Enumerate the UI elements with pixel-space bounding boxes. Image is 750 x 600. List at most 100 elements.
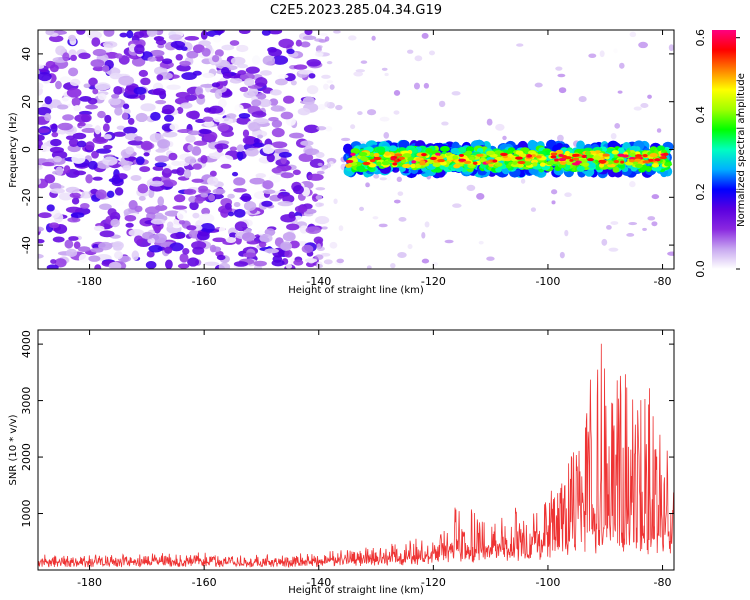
spectrogram-noise-cell (315, 151, 325, 159)
spectrogram-noise-cell (264, 248, 279, 254)
colorbar-ticks: 0.0 0.2 0.4 0.6 (694, 29, 740, 278)
spectrogram-noise-cell (242, 232, 256, 242)
spectrogram-noise-cell (200, 223, 215, 233)
spectrogram-noise-cell (316, 45, 323, 49)
spectrogram-noise-cell (378, 223, 388, 228)
spectrogram-noise-cell (38, 253, 44, 259)
spectrogram-noise-cell (97, 93, 107, 101)
spectrogram-noise-cell (371, 35, 376, 41)
snr-x-tick-label: -100 (535, 576, 560, 589)
spectrogram-noise-cell (366, 109, 377, 116)
spectrogram-x-ticks: -180 -160 -140 -120 -100 -80 (77, 30, 672, 288)
spectrogram-signal-cell (437, 158, 445, 163)
spectrogram-signal-cell (476, 153, 484, 157)
spectrogram-noise-cell (168, 152, 178, 161)
spectrogram-signal-cell (592, 155, 601, 160)
spectrogram-signal-cell (663, 152, 669, 156)
spectrogram-noise-cell (274, 78, 288, 86)
spectrogram-noise-cell (441, 121, 449, 126)
spectrogram-noise-cell (338, 225, 344, 232)
spectrogram-noise-cell (118, 160, 134, 166)
spectrogram-noise-cell (280, 214, 296, 223)
colorbar-tick-label: 0.6 (694, 29, 707, 47)
spectrogram-noise-cell (438, 100, 446, 108)
spectrogram-noise-cell (194, 197, 204, 204)
spectrogram-noise-cell (67, 144, 81, 153)
spectrogram-noise-cell (283, 95, 295, 104)
spectrogram-noise-cell (319, 32, 328, 37)
snr-background (38, 330, 674, 570)
spectrogram-noise-cell (68, 138, 79, 147)
spectrogram-y-axis-label: Frequency (Hz) (8, 112, 19, 188)
spectrogram-signal-cell (581, 154, 587, 159)
spectrogram-noise-cell (251, 111, 267, 118)
spectrogram-noise-cell (393, 110, 400, 115)
spectrogram-noise-cell (278, 151, 292, 158)
spectrogram-noise-cell (142, 231, 154, 240)
spectrogram-noise-cell (262, 55, 276, 66)
spectrogram-noise-cell (357, 111, 363, 116)
spectrogram-signal-cell (558, 157, 567, 162)
spectrogram-noise-cell (65, 186, 80, 194)
spectrogram-noise-cell (617, 90, 623, 94)
spectrogram-signal-cell (573, 153, 580, 157)
spectrogram-noise-cell (115, 53, 123, 59)
colorbar-label: Normalized spectral amplitude (736, 73, 747, 227)
spectrogram-noise-cell (138, 196, 146, 201)
spectrogram-noise-cell (647, 216, 656, 221)
spectrogram-noise-cell (286, 223, 300, 231)
spectrogram-noise-cell (191, 240, 207, 250)
snr-x-tick-label: -120 (421, 576, 446, 589)
spectrogram-noise-cell (92, 48, 107, 57)
spectrogram-noise-cell (353, 71, 364, 77)
spectrogram-noise-cell (113, 251, 123, 260)
spectrogram-signal-cell (402, 163, 411, 169)
spectrogram-noise-cell (222, 72, 232, 79)
spectrogram-noise-cell (300, 140, 314, 146)
spectrogram-noise-cell (80, 202, 90, 209)
spectrogram-signal-cell (465, 146, 475, 153)
spectrogram-noise-cell (149, 49, 165, 57)
spectrogram-noise-cell (38, 82, 44, 90)
spectrogram-noise-cell (217, 30, 224, 35)
spectrogram-noise-cell (63, 165, 71, 174)
spectrogram-noise-cell (184, 156, 196, 164)
spectrogram-noise-cell (143, 152, 150, 157)
spectrogram-noise-cell (51, 131, 59, 138)
spectrogram-signal-cell (381, 160, 390, 166)
spectrogram-signal-cell (527, 139, 538, 150)
spectrogram-noise-cell (203, 120, 215, 127)
spectrogram-noise-cell (333, 198, 338, 205)
spectrogram-noise-cell (285, 264, 293, 269)
spectrogram-noise-cell (335, 104, 343, 111)
spectrogram-signal-cell (612, 166, 620, 173)
spectrogram-noise-cell (304, 148, 320, 156)
spectrogram-noise-cell (239, 86, 249, 92)
spectrogram-signal-cell (598, 163, 605, 168)
spectrogram-signal-cell (411, 160, 417, 164)
spectrogram-noise-cell (219, 225, 226, 236)
spectrogram-noise-cell (326, 61, 333, 65)
spectrogram-noise-cell (217, 98, 227, 108)
spectrogram-signal-cell (598, 152, 605, 158)
spectrogram-signal-cell (539, 162, 546, 167)
spectrogram-noise-cell (268, 175, 281, 183)
spectrogram-noise-cell (608, 247, 619, 252)
spectrogram-noise-cell (252, 142, 265, 148)
spectrogram-noise-cell (610, 133, 617, 140)
spectrogram-noise-cell (255, 93, 267, 100)
spectrogram-signal-cell (564, 156, 572, 160)
spectrogram-noise-cell (44, 96, 53, 105)
spectrogram-noise-cell (236, 144, 245, 152)
spectrogram-noise-cell (638, 41, 648, 49)
spectrogram-noise-cell (124, 214, 137, 222)
colorbar-tick-label: 0.2 (694, 183, 707, 201)
spectrogram-noise-cell (626, 233, 635, 237)
spectrogram-noise-cell (164, 246, 173, 254)
spectrogram-signal-cell (620, 160, 625, 164)
spectrogram-noise-cell (551, 200, 556, 205)
spectrogram-noise-cell (280, 241, 293, 251)
spectrogram-noise-cell (321, 74, 331, 79)
spectrogram-noise-cell (360, 60, 368, 64)
